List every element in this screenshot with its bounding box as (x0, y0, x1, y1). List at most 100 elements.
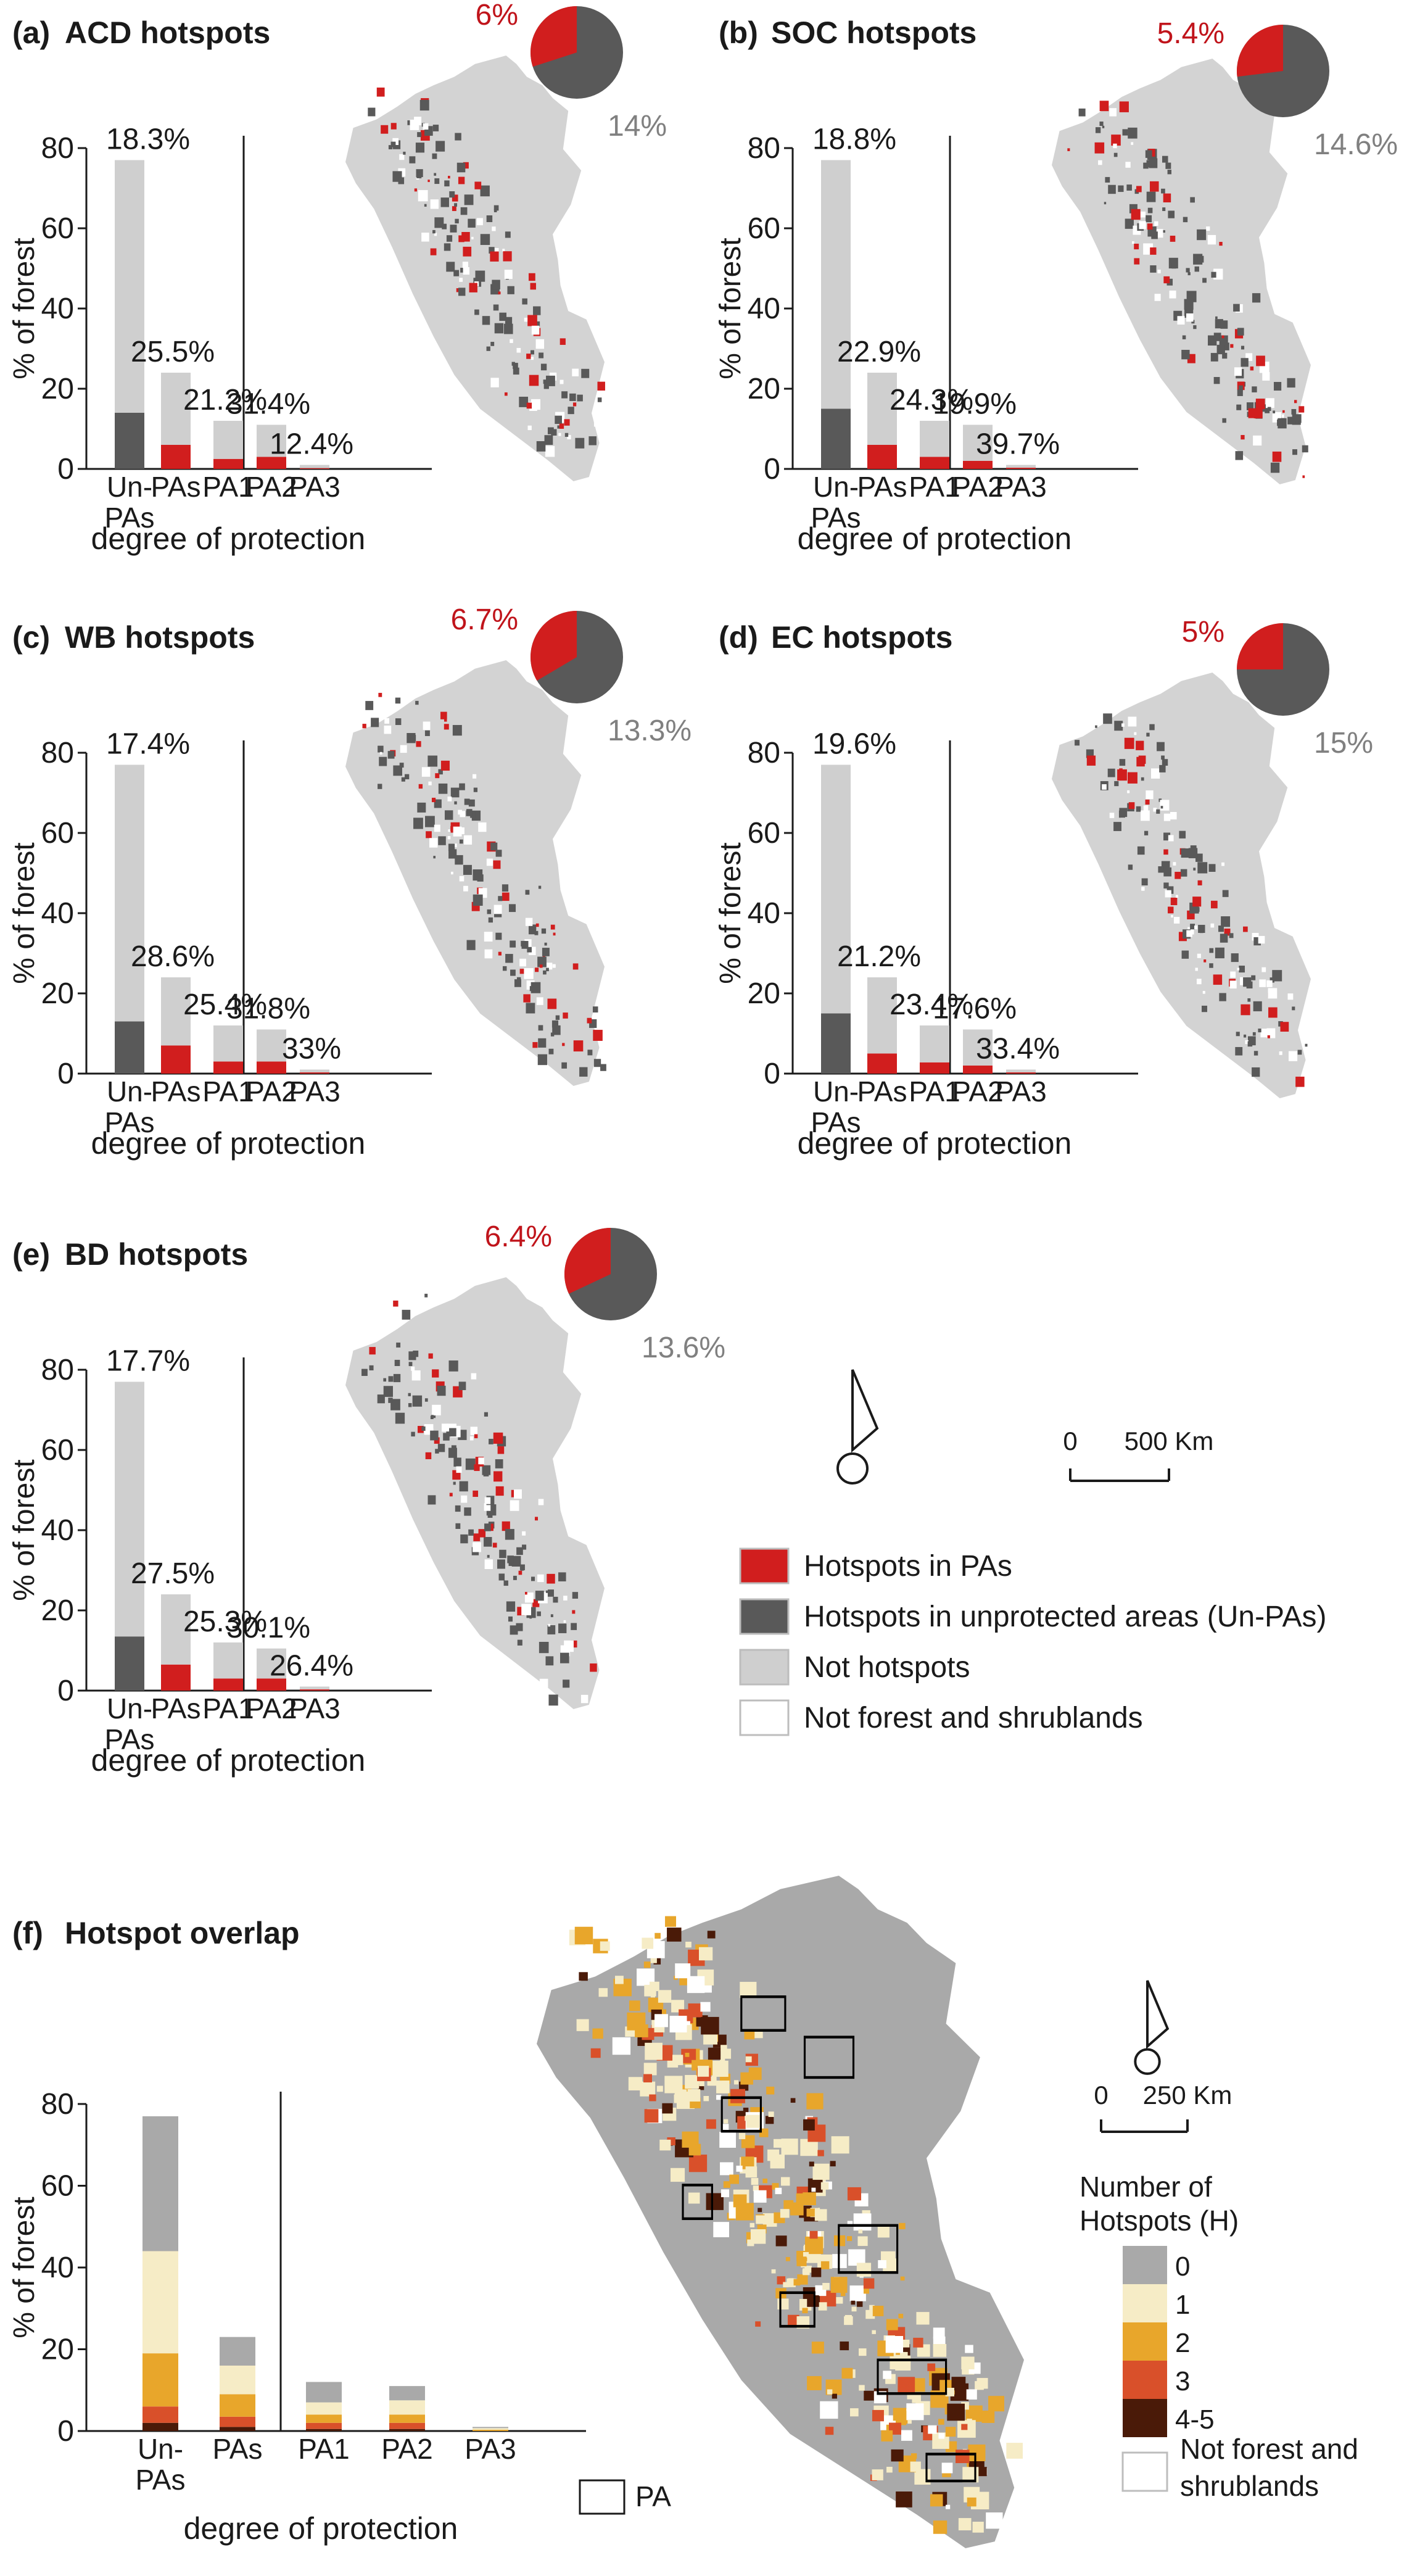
map-patch (437, 1444, 445, 1452)
panel-6-bar-PA2-0 (389, 2386, 425, 2401)
map-patch (365, 701, 374, 710)
map-patch (463, 864, 472, 875)
map-patch (532, 924, 537, 930)
map-patch (1119, 808, 1128, 818)
pa-outline (803, 2036, 855, 2079)
map-patch (927, 2363, 936, 2371)
legend-not-hotspots-label: Not hotspots (804, 1651, 970, 1684)
map-patch (564, 419, 570, 426)
map-patch (550, 924, 555, 930)
map-patch (1295, 421, 1298, 424)
map-patch (463, 267, 470, 275)
map-patch (1128, 127, 1137, 139)
map-patch (1210, 353, 1218, 362)
map-patch (576, 2019, 589, 2031)
map-patch (502, 1521, 510, 1531)
map-patch (522, 1544, 527, 1550)
panel-2-letter: (b) (719, 15, 758, 50)
map-patch (486, 858, 493, 866)
map-patch (413, 818, 423, 829)
map-patch (456, 1466, 462, 1473)
map-patch (1292, 1006, 1295, 1011)
panel-4-bar-label: 17.6% (933, 993, 1017, 1025)
panel-3-bar-label: 17.4% (106, 728, 190, 761)
map-patch (740, 2072, 753, 2085)
map-patch (1197, 229, 1207, 241)
map-0 (345, 56, 605, 481)
map-patch (1243, 979, 1247, 984)
panel-6-bar-Un-PAs-1 (142, 2251, 178, 2354)
north-arrow-top-circle (836, 1452, 869, 1485)
map-patch (1188, 848, 1198, 858)
map-patch (452, 725, 462, 736)
map-patch (569, 393, 576, 401)
map-patch (416, 741, 421, 747)
overlap-class-swatch-2 (1123, 2322, 1167, 2361)
map-patch (906, 2403, 924, 2421)
map-patch (1131, 142, 1134, 145)
panel-3-bar-PA1-Hotspots (213, 1061, 243, 1074)
map-patch (528, 946, 536, 955)
map-patch (1186, 313, 1194, 322)
map-patch (847, 2221, 853, 2226)
map-patch (544, 435, 553, 445)
map-patch (505, 954, 513, 963)
map-patch (510, 940, 516, 948)
map-patch (593, 1059, 601, 1067)
map-patch (446, 262, 455, 272)
panel-4-bar-label: 23.4% (890, 988, 973, 1021)
map-patch (547, 1573, 555, 1584)
map-patch (1127, 790, 1130, 793)
map-patch (1184, 299, 1194, 310)
map-patch (459, 278, 463, 282)
map-patch (536, 997, 543, 1005)
map-patch (529, 986, 534, 992)
map-patch (1197, 255, 1204, 263)
map-patch (489, 247, 495, 254)
map-patch (733, 2080, 739, 2085)
map-patch (629, 2000, 640, 2011)
panel-3-bar-PA1-Not hotspots (213, 1025, 243, 1062)
map-patch (448, 843, 455, 851)
map-patch (390, 1399, 400, 1410)
panel-2-pie-unprotected-label: 14.6% (1314, 128, 1398, 161)
map-patch (1222, 352, 1228, 359)
map-patch (1075, 740, 1080, 746)
map-patch (376, 87, 385, 97)
map-patch (484, 1412, 489, 1417)
panel-6-bar-PAs-0 (220, 2337, 255, 2366)
map-patch (856, 2263, 872, 2277)
map-patch (1190, 197, 1195, 203)
panel-4-ytick-label: 40 (748, 897, 780, 930)
map-patch (474, 1434, 478, 1438)
map-patch (1213, 333, 1221, 341)
map-patch (1260, 1029, 1268, 1038)
map-patch (1134, 732, 1137, 735)
panel-1-ytick-label: 0 (57, 453, 74, 486)
panel-5-title: BD hotspots (65, 1237, 248, 1272)
map-patch (767, 2149, 780, 2161)
map-patch (645, 2042, 663, 2060)
map-patch (1117, 769, 1127, 781)
panel-6-bar-PA2-3 (389, 2422, 425, 2429)
map-patch (495, 850, 502, 857)
map-patch (536, 441, 546, 452)
map-patch (411, 1431, 415, 1437)
map-patch (432, 125, 439, 131)
panel-2-ytick-label: 20 (748, 373, 780, 405)
map-patch (1161, 755, 1165, 760)
map-patch (1182, 335, 1186, 339)
map-patch (450, 787, 460, 798)
map-patch (508, 1616, 513, 1622)
panel-2-bar-PAs-Not hotspots (867, 373, 897, 445)
panel-4-bar-PAs-Hotspots (867, 1053, 897, 1074)
panel-1-ytick-label: 20 (41, 373, 74, 405)
map-patch (510, 969, 516, 976)
map-patch (426, 831, 432, 839)
map-patch (1246, 981, 1253, 988)
map-patch (1140, 211, 1146, 218)
map-patch (492, 1543, 497, 1548)
map-patch (558, 1572, 566, 1581)
map-patch (592, 1006, 598, 1013)
map-patch (458, 288, 466, 296)
